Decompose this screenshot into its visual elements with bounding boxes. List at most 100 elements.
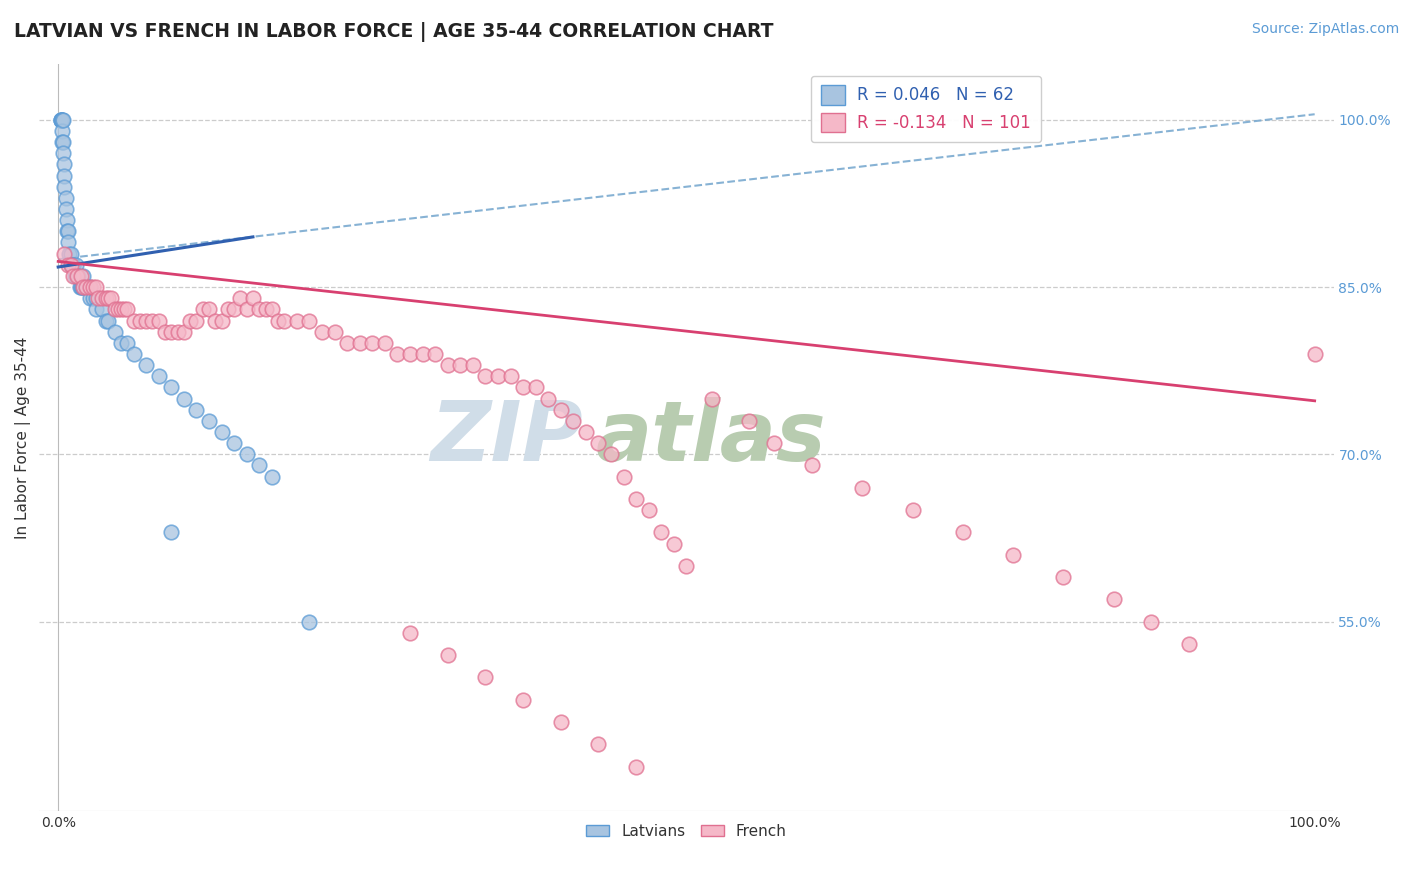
- Point: [901, 503, 924, 517]
- Point: [349, 335, 371, 350]
- Point: [153, 325, 176, 339]
- Point: [198, 302, 221, 317]
- Text: LATVIAN VS FRENCH IN LABOR FORCE | AGE 35-44 CORRELATION CHART: LATVIAN VS FRENCH IN LABOR FORCE | AGE 3…: [14, 22, 773, 42]
- Point: [247, 458, 270, 473]
- Point: [399, 347, 422, 361]
- Point: [112, 302, 135, 317]
- Point: [55, 202, 77, 216]
- Point: [198, 414, 221, 428]
- Point: [69, 280, 91, 294]
- Point: [512, 380, 534, 394]
- Point: [52, 146, 75, 161]
- Point: [58, 235, 80, 250]
- Point: [51, 112, 73, 127]
- Point: [62, 258, 84, 272]
- Point: [135, 358, 157, 372]
- Point: [588, 737, 610, 751]
- Point: [58, 246, 80, 260]
- Point: [91, 291, 114, 305]
- Point: [53, 179, 76, 194]
- Point: [204, 313, 226, 327]
- Point: [1303, 347, 1326, 361]
- Text: ZIP: ZIP: [430, 397, 583, 478]
- Point: [110, 302, 132, 317]
- Point: [179, 313, 201, 327]
- Point: [1140, 615, 1163, 629]
- Point: [63, 268, 86, 283]
- Point: [104, 302, 127, 317]
- Point: [59, 258, 82, 272]
- Point: [186, 313, 208, 327]
- Point: [141, 313, 163, 327]
- Point: [87, 291, 110, 305]
- Point: [69, 268, 91, 283]
- Point: [79, 291, 101, 305]
- Text: Source: ZipAtlas.com: Source: ZipAtlas.com: [1251, 22, 1399, 37]
- Point: [662, 536, 685, 550]
- Point: [387, 347, 409, 361]
- Point: [122, 313, 145, 327]
- Point: [66, 268, 89, 283]
- Point: [260, 302, 283, 317]
- Point: [1002, 548, 1025, 562]
- Point: [952, 525, 974, 540]
- Point: [67, 268, 90, 283]
- Point: [66, 268, 89, 283]
- Point: [211, 425, 233, 439]
- Point: [412, 347, 434, 361]
- Point: [82, 280, 104, 294]
- Point: [56, 224, 79, 238]
- Point: [550, 714, 572, 729]
- Point: [285, 313, 308, 327]
- Point: [58, 258, 80, 272]
- Point: [56, 213, 79, 227]
- Point: [486, 369, 509, 384]
- Point: [79, 280, 101, 294]
- Point: [624, 759, 647, 773]
- Point: [97, 291, 120, 305]
- Point: [600, 447, 623, 461]
- Point: [624, 491, 647, 506]
- Point: [128, 313, 150, 327]
- Point: [588, 436, 610, 450]
- Point: [801, 458, 824, 473]
- Point: [763, 436, 786, 450]
- Point: [160, 380, 183, 394]
- Point: [449, 358, 471, 372]
- Text: atlas: atlas: [596, 397, 827, 478]
- Point: [72, 280, 94, 294]
- Point: [107, 302, 129, 317]
- Point: [94, 313, 117, 327]
- Point: [72, 280, 94, 294]
- Point: [436, 648, 458, 662]
- Point: [72, 268, 94, 283]
- Point: [675, 558, 697, 573]
- Point: [1178, 637, 1201, 651]
- Point: [117, 302, 139, 317]
- Point: [122, 347, 145, 361]
- Point: [273, 313, 295, 327]
- Point: [524, 380, 547, 394]
- Point: [1052, 570, 1074, 584]
- Point: [173, 392, 195, 406]
- Point: [374, 335, 396, 350]
- Point: [84, 302, 107, 317]
- Point: [97, 313, 120, 327]
- Point: [58, 224, 80, 238]
- Point: [229, 291, 252, 305]
- Point: [537, 392, 560, 406]
- Point: [851, 481, 873, 495]
- Point: [247, 302, 270, 317]
- Point: [110, 335, 132, 350]
- Point: [650, 525, 672, 540]
- Point: [700, 392, 723, 406]
- Point: [59, 258, 82, 272]
- Point: [51, 112, 73, 127]
- Point: [637, 503, 659, 517]
- Point: [474, 670, 496, 684]
- Point: [52, 135, 75, 149]
- Point: [148, 369, 170, 384]
- Point: [550, 402, 572, 417]
- Point: [211, 313, 233, 327]
- Point: [117, 335, 139, 350]
